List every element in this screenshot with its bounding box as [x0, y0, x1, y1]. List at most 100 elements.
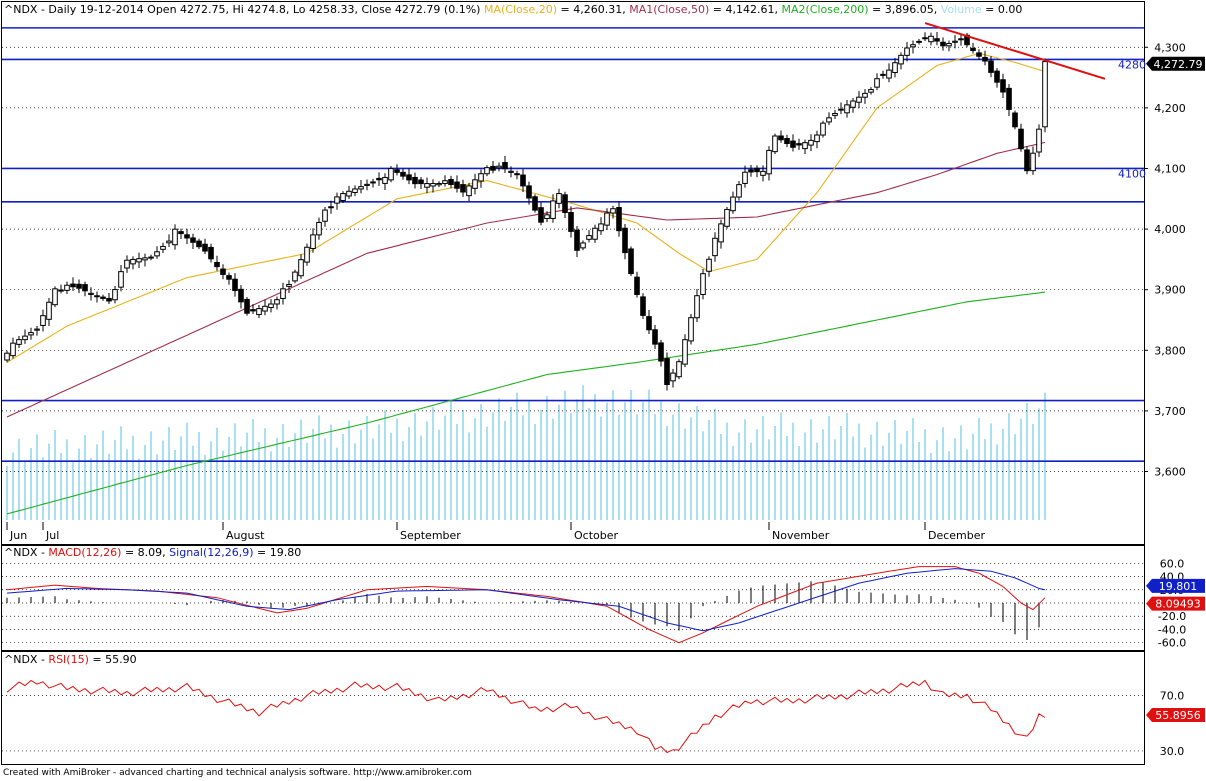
volume-bar	[780, 412, 782, 520]
candle-body	[46, 301, 52, 320]
candle-body	[370, 181, 376, 184]
volume-bar	[12, 452, 14, 520]
volume-bar	[582, 385, 584, 520]
candle-body	[502, 162, 508, 170]
candle-body	[970, 47, 976, 51]
candle-body	[346, 190, 352, 197]
candle-body	[952, 40, 958, 43]
candle-body	[682, 339, 688, 365]
candle-body	[112, 289, 118, 301]
candle-body	[988, 60, 994, 73]
volume-bar	[762, 416, 764, 520]
candle-body	[676, 361, 682, 378]
volume-bar	[984, 439, 986, 520]
candle-body	[850, 100, 856, 108]
volume-bar	[972, 433, 974, 520]
ma200-line	[6, 291, 1046, 515]
volume-bar	[792, 422, 794, 520]
candle-body	[724, 208, 730, 227]
candle-body	[898, 54, 904, 65]
volume-bar	[888, 432, 890, 520]
candle-body	[838, 108, 844, 111]
candle-body	[580, 242, 586, 249]
volume-bar	[402, 441, 404, 520]
volume-bar	[276, 437, 278, 520]
candle-body	[280, 288, 286, 299]
candle-body	[1036, 128, 1042, 153]
volume-bar	[252, 419, 254, 520]
candle-body	[760, 170, 766, 176]
volume-bar	[144, 445, 146, 520]
candle-body	[520, 174, 526, 187]
volume-bar	[558, 404, 560, 520]
rsi-line	[6, 679, 1046, 754]
rsi-header: ^NDX - RSI(15) = 55.90	[4, 653, 137, 666]
candle-body	[1000, 79, 1006, 93]
candle-body	[868, 89, 874, 93]
candle-body	[928, 35, 934, 43]
volume-bar	[342, 434, 344, 520]
candle-body	[322, 209, 328, 222]
volume-bar	[618, 414, 620, 520]
month-label: Jun	[9, 529, 27, 542]
candle-body	[976, 52, 982, 57]
volume-bar	[60, 453, 62, 520]
axis-labels: 3,600 3,700 3,800 3,900 4,000 4,100 4,200 4,300…	[6, 41, 1205, 758]
candle-body	[706, 258, 712, 272]
candle-body	[658, 342, 664, 362]
volume-bar	[840, 426, 842, 520]
candle-body	[622, 227, 628, 254]
macd-panel-frame	[1, 545, 1145, 651]
month-label: September	[400, 529, 461, 542]
volume-bar	[390, 432, 392, 520]
candle-body	[940, 41, 946, 47]
volume-bar	[588, 408, 590, 520]
volume-bar	[942, 427, 944, 520]
candle-body	[94, 295, 100, 298]
volume-bar	[1032, 423, 1034, 520]
candle-body	[460, 184, 466, 193]
volume-bar	[696, 406, 698, 520]
candle-body	[922, 37, 928, 40]
candle-body	[526, 185, 532, 199]
volume-bar	[168, 427, 170, 520]
candle-body	[76, 283, 82, 289]
volume-bar	[480, 404, 482, 520]
candle-body	[688, 317, 694, 342]
volume-bar	[570, 413, 572, 520]
candle-body	[490, 165, 496, 171]
volume-bar	[522, 415, 524, 520]
volume-bar	[564, 390, 566, 520]
volume-bar	[84, 435, 86, 520]
volume-bar	[738, 432, 740, 520]
volume-bar	[612, 390, 614, 520]
macd-tick-label: 60.0	[1160, 557, 1185, 570]
price-tick-label: 4,100	[1154, 162, 1186, 175]
volume-bar	[204, 455, 206, 520]
last-price-label: 4,272.79	[1154, 58, 1203, 71]
volume-bar	[600, 416, 602, 520]
candle-body	[64, 284, 70, 291]
volume-bar	[702, 431, 704, 520]
candle-body	[778, 135, 784, 141]
candle-body	[274, 299, 280, 305]
candle-body	[808, 139, 814, 146]
volume-bar	[900, 443, 902, 520]
candle-body	[16, 339, 22, 345]
candle-body	[82, 284, 88, 292]
volume-bar	[654, 414, 656, 520]
volume-bar	[672, 414, 674, 520]
candle-body	[646, 316, 652, 331]
volume-bar	[822, 429, 824, 520]
volume-bar	[78, 448, 80, 520]
volume-bar	[216, 427, 218, 520]
moving-averages	[6, 52, 1046, 515]
candle-body	[184, 234, 190, 239]
candle-body	[394, 169, 400, 173]
volume-bar	[552, 418, 554, 520]
candle-body	[1030, 152, 1036, 172]
candle-body	[418, 179, 424, 185]
candle-body	[664, 358, 670, 385]
volume-bar	[312, 429, 314, 520]
price-tick-label: 3,900	[1154, 284, 1186, 297]
